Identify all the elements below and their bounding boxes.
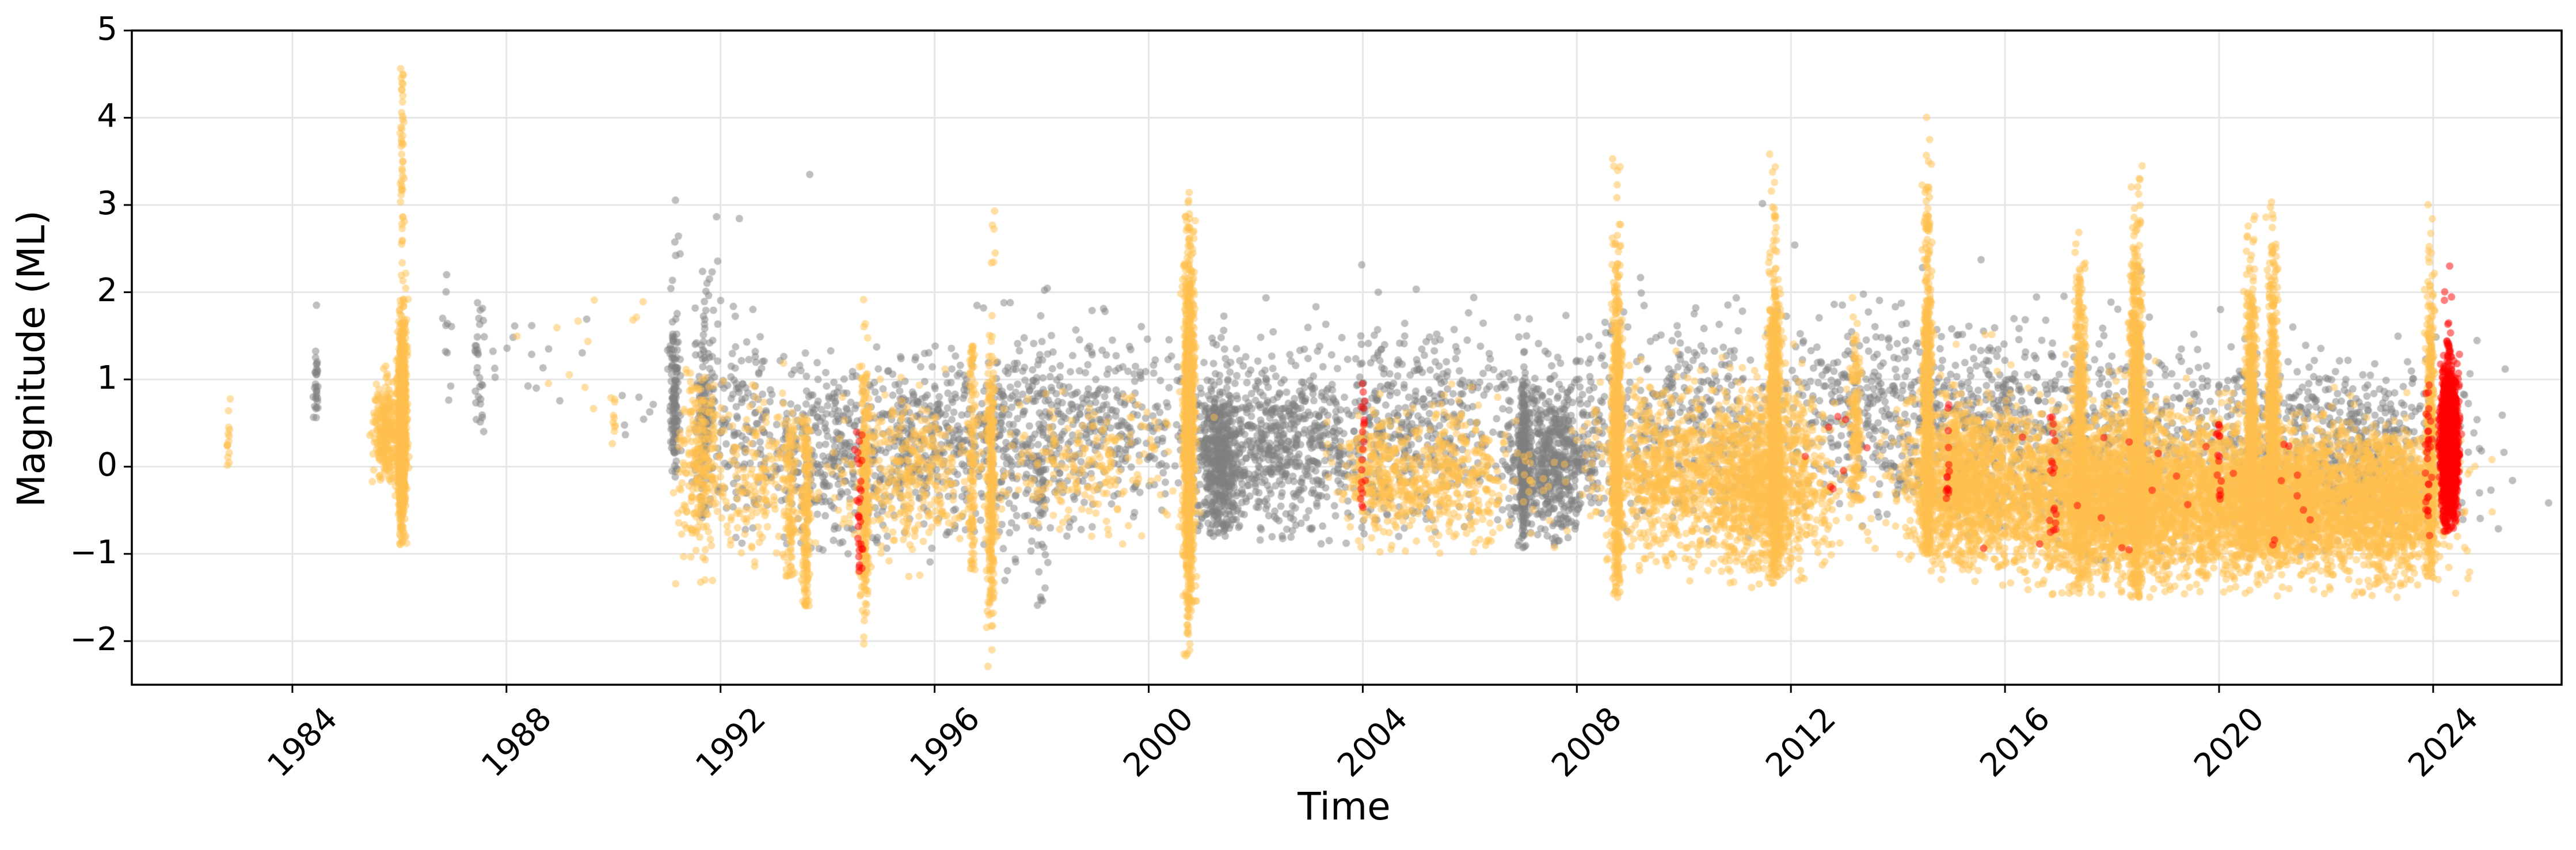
y-tick-label: 0 bbox=[97, 446, 117, 484]
y-tick-label: −2 bbox=[70, 621, 117, 659]
y-tick-label: 1 bbox=[97, 359, 117, 397]
y-tick-label: 2 bbox=[97, 272, 117, 310]
y-tick-label: 3 bbox=[97, 184, 117, 222]
x-axis-label: Time bbox=[1297, 784, 1391, 829]
scatter-points bbox=[132, 31, 2562, 685]
y-tick-label: 4 bbox=[97, 97, 117, 135]
y-axis-label: Magnitude (ML) bbox=[9, 210, 54, 507]
y-tick-label: 5 bbox=[97, 10, 117, 48]
y-tick-label: −1 bbox=[70, 533, 117, 571]
plot-frame bbox=[131, 29, 2563, 686]
